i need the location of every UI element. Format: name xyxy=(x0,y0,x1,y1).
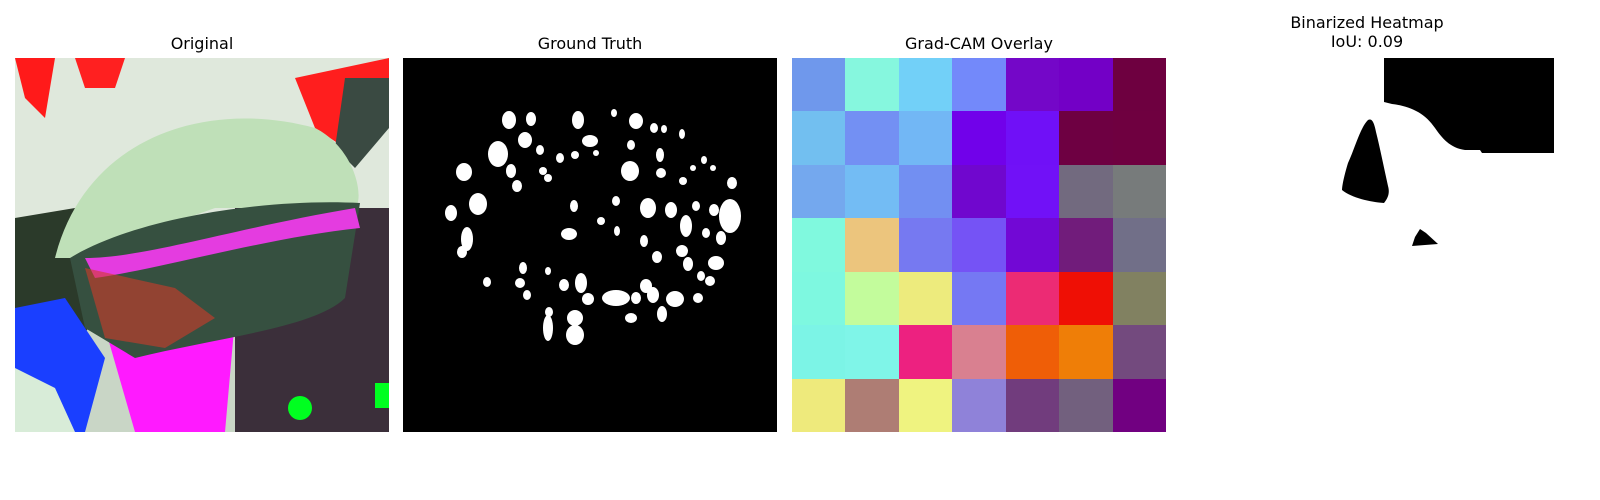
gradcam-cell-4-3 xyxy=(952,272,1006,325)
gradcam-cell-6-2 xyxy=(899,379,952,432)
gradcam-cell-2-6 xyxy=(1113,165,1166,218)
gradcam-cell-1-0 xyxy=(792,111,845,165)
gradcam-cell-2-3 xyxy=(952,165,1006,218)
gradcam-cell-6-4 xyxy=(1006,379,1059,432)
gradcam-cell-6-6 xyxy=(1113,379,1166,432)
gradcam-cell-5-2 xyxy=(899,325,952,379)
title-ground-truth: Ground Truth xyxy=(537,34,643,53)
gradcam-cell-0-6 xyxy=(1113,58,1166,111)
gradcam-cell-0-0 xyxy=(792,58,845,111)
title-original: Original xyxy=(170,34,234,53)
gradcam-cell-2-2 xyxy=(899,165,952,218)
gradcam-cell-0-2 xyxy=(899,58,952,111)
gradcam-cell-4-2 xyxy=(899,272,952,325)
gradcam-cell-6-1 xyxy=(845,379,899,432)
gradcam-cell-0-3 xyxy=(952,58,1006,111)
gradcam-cell-6-3 xyxy=(952,379,1006,432)
gradcam-cell-5-5 xyxy=(1059,325,1113,379)
gradcam-grid xyxy=(792,58,1166,432)
gradcam-cell-2-5 xyxy=(1059,165,1113,218)
gradcam-cell-5-4 xyxy=(1006,325,1059,379)
gradcam-cell-2-0 xyxy=(792,165,845,218)
ground-truth-mask xyxy=(403,58,777,432)
gradcam-cell-1-1 xyxy=(845,111,899,165)
gradcam-cell-3-6 xyxy=(1113,218,1166,272)
gradcam-cell-0-1 xyxy=(845,58,899,111)
gradcam-cell-1-6 xyxy=(1113,111,1166,165)
binarized-heatmap xyxy=(1180,58,1554,432)
gradcam-cell-3-2 xyxy=(899,218,952,272)
gradcam-cell-3-0 xyxy=(792,218,845,272)
title-binarized-heatmap: Binarized Heatmap IoU: 0.09 xyxy=(1290,13,1444,51)
gradcam-cell-5-3 xyxy=(952,325,1006,379)
original-image xyxy=(15,58,389,432)
gradcam-cell-3-3 xyxy=(952,218,1006,272)
gradcam-cell-3-1 xyxy=(845,218,899,272)
title-gradcam-overlay: Grad-CAM Overlay xyxy=(905,34,1053,53)
gradcam-cell-3-4 xyxy=(1006,218,1059,272)
gradcam-cell-2-4 xyxy=(1006,165,1059,218)
gradcam-cell-1-4 xyxy=(1006,111,1059,165)
gradcam-cell-2-1 xyxy=(845,165,899,218)
gradcam-cell-4-0 xyxy=(792,272,845,325)
gradcam-cell-6-0 xyxy=(792,379,845,432)
gradcam-cell-5-1 xyxy=(845,325,899,379)
gradcam-cell-0-5 xyxy=(1059,58,1113,111)
gradcam-cell-4-4 xyxy=(1006,272,1059,325)
gradcam-cell-4-1 xyxy=(845,272,899,325)
gradcam-cell-1-2 xyxy=(899,111,952,165)
gradcam-cell-1-5 xyxy=(1059,111,1113,165)
gradcam-cell-3-5 xyxy=(1059,218,1113,272)
gradcam-cell-4-5 xyxy=(1059,272,1113,325)
gradcam-overlay xyxy=(792,58,1166,432)
gradcam-cell-5-0 xyxy=(792,325,845,379)
gradcam-cell-1-3 xyxy=(952,111,1006,165)
gradcam-cell-4-6 xyxy=(1113,272,1166,325)
gradcam-cell-6-5 xyxy=(1059,379,1113,432)
gradcam-cell-0-4 xyxy=(1006,58,1059,111)
gradcam-cell-5-6 xyxy=(1113,325,1166,379)
